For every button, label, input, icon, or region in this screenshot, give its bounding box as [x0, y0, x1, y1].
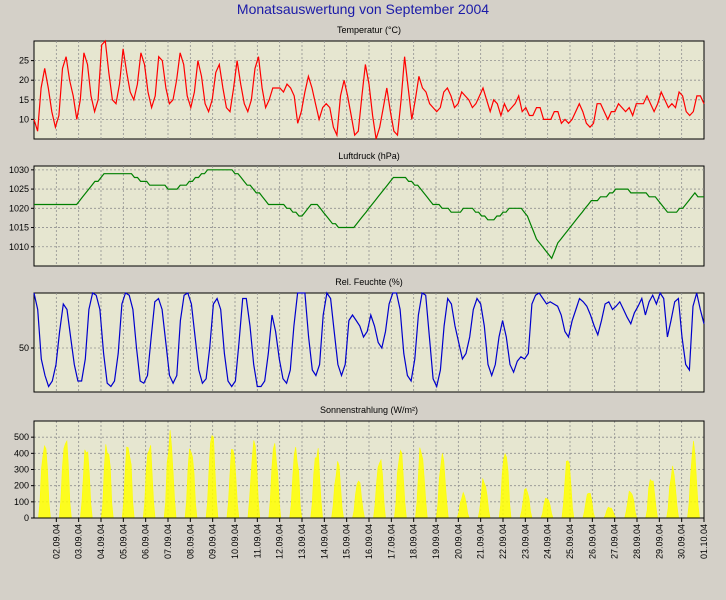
- x-tick-label: 14.09.04: [319, 524, 329, 559]
- y-tick-label-radiation: 400: [14, 448, 29, 458]
- x-tick-label: 26.09.04: [587, 524, 597, 559]
- y-tick-label-temperature: 25: [19, 56, 29, 66]
- y-tick-label-radiation: 200: [14, 481, 29, 491]
- x-tick-label: 30.09.04: [677, 524, 687, 559]
- x-tick-label: 10.09.04: [230, 524, 240, 559]
- y-tick-label-pressure: 1030: [9, 165, 29, 175]
- x-tick-label: 02.09.04: [51, 524, 61, 559]
- x-tick-label: 13.09.04: [297, 524, 307, 559]
- x-tick-label: 03.09.04: [74, 524, 84, 559]
- x-tick-label: 07.09.04: [163, 524, 173, 559]
- x-tick-label: 28.09.04: [632, 524, 642, 559]
- y-tick-label-pressure: 1010: [9, 242, 29, 252]
- x-tick-label: 25.09.04: [565, 524, 575, 559]
- x-tick-label: 09.09.04: [208, 524, 218, 559]
- y-tick-label-radiation: 300: [14, 465, 29, 475]
- y-tick-label-temperature: 15: [19, 95, 29, 105]
- x-tick-label: 04.09.04: [96, 524, 106, 559]
- x-tick-label: 11.09.04: [252, 524, 262, 558]
- x-tick-label: 06.09.04: [141, 524, 151, 559]
- series-line-temperature: [33, 39, 705, 140]
- x-tick-label: 29.09.04: [654, 524, 664, 559]
- x-tick-label: 15.09.04: [342, 524, 352, 559]
- x-tick-label: 19.09.04: [431, 524, 441, 559]
- x-tick-label: 12.09.04: [275, 524, 285, 559]
- y-tick-label-humidity: 50: [19, 343, 29, 353]
- x-tick-label: 16.09.04: [364, 524, 374, 559]
- x-tick-label: 22.09.04: [498, 524, 508, 559]
- x-tick-label: 21.09.04: [476, 524, 486, 559]
- chart-main-title: Monatsauswertung von September 2004: [236, 1, 490, 17]
- x-tick-label: 18.09.04: [409, 524, 419, 559]
- x-tick-label: 23.09.04: [520, 524, 530, 559]
- series-line-humidity: [33, 291, 705, 389]
- x-tick-label: 17.09.04: [386, 524, 396, 559]
- y-tick-label-radiation: 100: [14, 497, 29, 507]
- x-tick-label: 24.09.04: [543, 524, 553, 559]
- panel-title-temperature: Temperatur (°C): [337, 25, 401, 35]
- y-tick-label-temperature: 10: [19, 114, 29, 124]
- panel-title-radiation: Sonnenstrahlung (W/m²): [320, 405, 418, 415]
- x-tick-label: 27.09.04: [610, 524, 620, 559]
- x-tick-label: 01.10.04: [699, 524, 709, 559]
- y-tick-label-temperature: 20: [19, 75, 29, 85]
- y-tick-label-pressure: 1015: [9, 223, 29, 233]
- x-tick-label: 05.09.04: [118, 524, 128, 559]
- x-tick-label: 20.09.04: [453, 524, 463, 559]
- y-tick-label-radiation: 0: [24, 513, 29, 523]
- y-tick-label-pressure: 1020: [9, 203, 29, 213]
- series-line-pressure: [34, 169, 704, 260]
- panel-title-pressure: Luftdruck (hPa): [338, 151, 400, 161]
- y-tick-label-radiation: 500: [14, 432, 29, 442]
- x-tick-label: 08.09.04: [185, 524, 195, 559]
- y-tick-label-pressure: 1025: [9, 184, 29, 194]
- panel-title-humidity: Rel. Feuchte (%): [335, 277, 403, 287]
